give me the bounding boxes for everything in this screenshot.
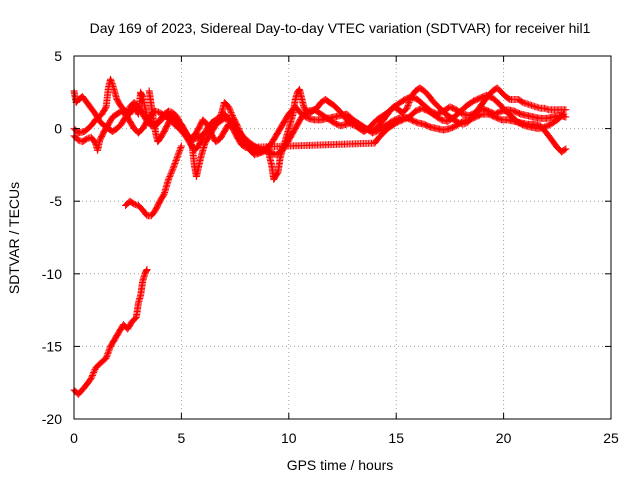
data-point-marker [103, 351, 111, 359]
data-point-marker [559, 111, 567, 119]
data-point-marker [177, 142, 185, 150]
data-point-marker [168, 167, 176, 175]
data-point-marker [102, 354, 110, 362]
data-point-marker [167, 170, 175, 178]
data-point-marker [204, 122, 212, 130]
data-point-marker [107, 75, 115, 83]
data-point-marker [172, 157, 180, 165]
data-point-marker [88, 371, 96, 379]
data-point-marker [173, 155, 181, 163]
y-axis-label: SDTVAR / TECUs [6, 182, 22, 294]
data-point-marker [170, 162, 178, 170]
data-point-marker [143, 265, 151, 273]
data-point-marker [227, 109, 235, 117]
series-trace-rise [122, 142, 185, 220]
x-tick-label: 5 [178, 430, 186, 446]
data-point-marker [177, 143, 185, 151]
data-point-marker [170, 161, 178, 169]
y-tick-label: -10 [42, 266, 62, 282]
data-point-marker [88, 373, 96, 381]
data-point-marker [89, 370, 97, 378]
y-tick-label: -5 [50, 193, 63, 209]
y-tick-label: 5 [54, 48, 62, 64]
data-point-marker [165, 174, 173, 182]
data-point-marker [405, 100, 413, 108]
data-point-marker [560, 110, 568, 118]
data-point-marker [176, 145, 184, 153]
data-point-marker [169, 164, 177, 172]
data-point-marker [174, 151, 182, 159]
data-point-marker [206, 128, 214, 136]
data-point-marker [166, 173, 174, 181]
data-point-marker [225, 103, 233, 111]
y-tick-label: 0 [54, 121, 62, 137]
data-point-marker [105, 345, 113, 353]
data-point-marker [108, 80, 116, 88]
data-point-marker [562, 145, 570, 153]
data-point-marker [166, 171, 174, 179]
x-tick-label: 15 [388, 430, 404, 446]
data-point-marker [203, 120, 211, 128]
series-trace-d [145, 87, 568, 151]
data-point-marker [103, 353, 111, 361]
data-point-marker [174, 152, 182, 160]
data-point-marker [173, 154, 181, 162]
y-tick-label: -20 [42, 411, 62, 427]
data-point-marker [142, 267, 150, 275]
data-point-marker [125, 106, 133, 114]
data-point-marker [171, 158, 179, 166]
data-point-marker [175, 148, 183, 156]
data-point-marker [403, 104, 411, 112]
series-trace-low [70, 265, 151, 398]
axis-ticks: 0 5 10 15 20 25 5 0 -5 -10 -15 -20 [42, 48, 619, 446]
data-point-marker [104, 350, 112, 358]
chart-title: Day 169 of 2023, Sidereal Day-to-day VTE… [90, 20, 591, 36]
data-point-marker [107, 77, 115, 85]
data-point-marker [90, 369, 98, 377]
data-point-marker [404, 101, 412, 109]
data-point-marker [175, 149, 183, 157]
data-point-marker [206, 126, 214, 134]
x-tick-label: 25 [603, 430, 619, 446]
data-series [70, 75, 570, 398]
data-point-marker [169, 165, 177, 173]
data-point-marker [176, 146, 184, 154]
data-point-marker [562, 106, 570, 114]
data-point-marker [171, 159, 179, 167]
data-point-marker [204, 123, 212, 131]
data-point-marker [226, 106, 234, 114]
data-point-marker [228, 110, 236, 118]
data-point-marker [225, 104, 233, 112]
plot-frame [73, 55, 612, 420]
data-point-marker [104, 348, 112, 356]
x-tick-label: 0 [70, 430, 78, 446]
data-point-marker [90, 367, 98, 375]
data-point-marker [87, 374, 95, 382]
data-point-marker [108, 78, 116, 86]
x-tick-label: 10 [281, 430, 297, 446]
data-point-marker [403, 103, 411, 111]
data-point-marker [561, 146, 569, 154]
data-point-marker [226, 107, 234, 115]
data-point-marker [105, 347, 113, 355]
data-point-marker [168, 168, 176, 176]
data-point-marker [205, 125, 213, 133]
y-tick-label: -15 [42, 338, 62, 354]
x-axis-label: GPS time / hours [287, 457, 394, 473]
x-tick-label: 20 [496, 430, 512, 446]
data-point-marker [165, 175, 173, 183]
